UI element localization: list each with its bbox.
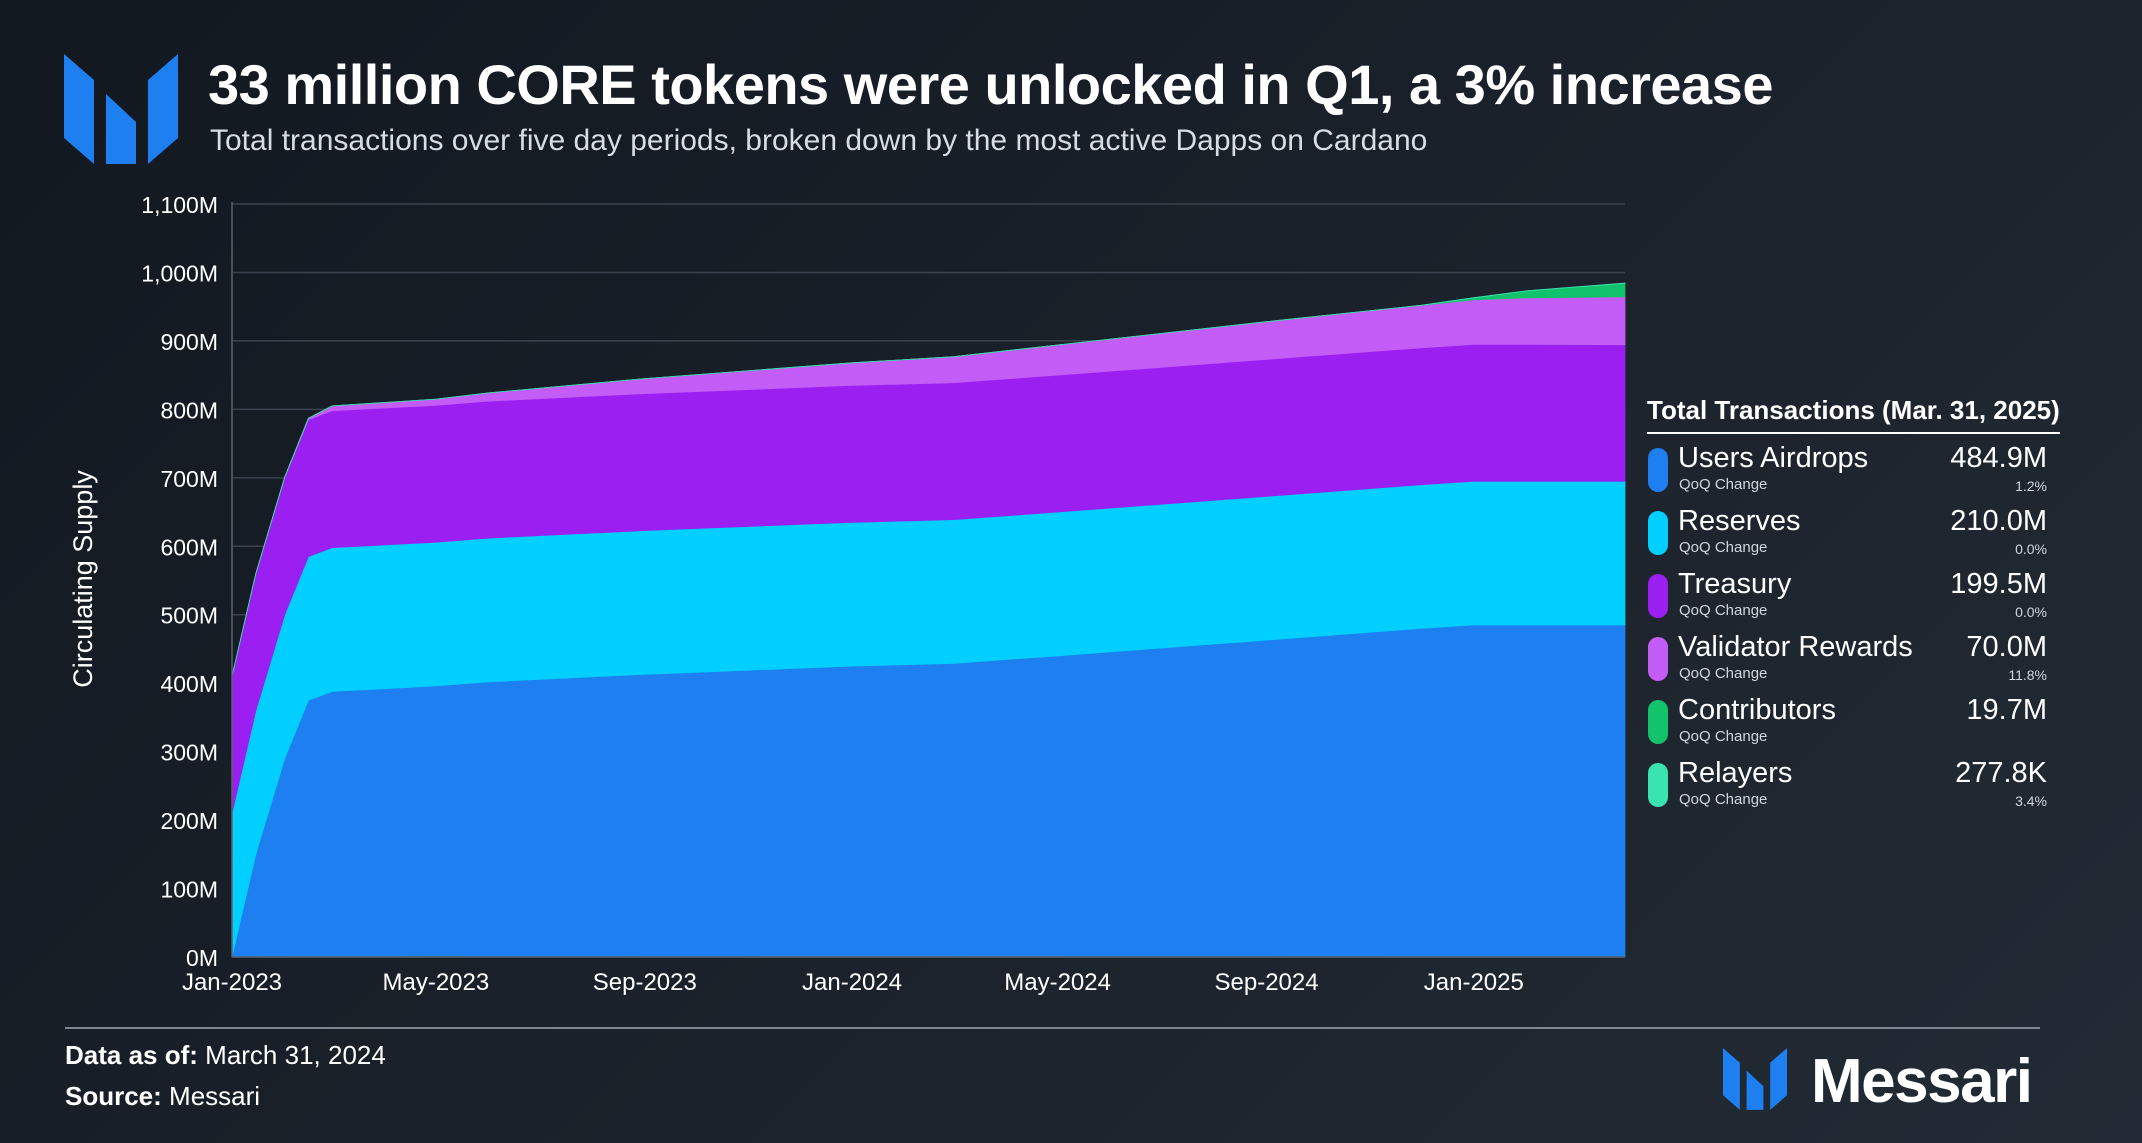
y-tick-label: 0M — [186, 945, 218, 971]
legend-swatch — [1648, 700, 1668, 744]
y-tick-label: 500M — [160, 603, 218, 629]
legend-item-change: 11.8% — [2008, 667, 2047, 683]
axes: 0M 100M 200M 300M 400M 500M 600M 700M 800M 900M 1,… — [141, 192, 1625, 996]
source-label: Source: — [65, 1081, 162, 1111]
data-as-of-label: Data as of: — [65, 1040, 198, 1070]
messari-logo-icon — [64, 54, 178, 164]
legend: Total Transactions (Mar. 31, 2025) Users… — [1647, 395, 2077, 818]
legend-item-value: 19.7M — [1966, 694, 2047, 726]
legend-swatch — [1648, 448, 1668, 492]
legend-swatch — [1648, 637, 1668, 681]
legend-item-value: 210.0M — [1950, 505, 2047, 537]
y-tick-label: 300M — [160, 740, 218, 766]
legend-item: Reserves QoQ Change 210.0M 0.0% — [1647, 503, 2077, 566]
data-as-of-value: March 31, 2024 — [205, 1040, 386, 1070]
legend-item-change: 0.0% — [2015, 541, 2047, 557]
chart-title: 33 million CORE tokens were unlocked in … — [208, 53, 1773, 116]
legend-item-change-label: QoQ Change — [1679, 476, 1768, 493]
y-tick-label: 400M — [160, 671, 218, 697]
y-axis-label: Circulating Supply — [68, 470, 98, 688]
legend-item-label: Validator Rewards — [1678, 631, 1913, 663]
legend-title: Total Transactions (Mar. 31, 2025) — [1647, 395, 2060, 434]
legend-item-value: 484.9M — [1950, 442, 2047, 474]
y-tick-label: 800M — [160, 397, 218, 423]
area-series — [231, 282, 1626, 958]
legend-item: Treasury QoQ Change 199.5M 0.0% — [1647, 566, 2077, 629]
chart-subtitle: Total transactions over five day periods… — [210, 124, 1428, 157]
legend-item-change: 1.2% — [2015, 478, 2047, 494]
source-value: Messari — [169, 1081, 261, 1111]
area-relayers — [231, 282, 1626, 677]
y-tick-label: 600M — [160, 534, 218, 560]
legend-item-label: Contributors — [1678, 694, 1836, 726]
legend-item: Validator Rewards QoQ Change 70.0M 11.8% — [1647, 629, 2077, 692]
legend-item-change-label: QoQ Change — [1679, 602, 1768, 619]
x-tick-label: May-2023 — [382, 969, 489, 996]
x-tick-label: May-2024 — [1004, 969, 1111, 996]
legend-item-change-label: QoQ Change — [1679, 539, 1768, 556]
legend-item: Users Airdrops QoQ Change 484.9M 1.2% — [1647, 440, 2077, 503]
legend-swatch — [1648, 763, 1668, 807]
legend-item-label: Users Airdrops — [1678, 442, 1869, 474]
y-tick-label: 200M — [160, 808, 218, 834]
legend-item-label: Reserves — [1678, 505, 1801, 537]
legend-item-change: 0.0% — [2015, 604, 2047, 620]
legend-item-change: 3.4% — [2015, 793, 2047, 809]
y-tick-label: 1,000M — [141, 260, 218, 286]
x-tick-label: Jan-2023 — [182, 969, 282, 996]
legend-item-label: Treasury — [1678, 568, 1792, 600]
messari-brand-icon — [1723, 1048, 1787, 1110]
brand-logo: Messari — [1723, 1044, 2043, 1116]
legend-item-value: 199.5M — [1950, 568, 2047, 600]
x-tick-label: Sep-2024 — [1215, 969, 1319, 996]
legend-item-value: 277.8K — [1955, 757, 2047, 789]
footer-divider — [65, 1027, 2040, 1029]
legend-item: Relayers QoQ Change 277.8K 3.4% — [1647, 755, 2077, 818]
data-as-of: Data as of: March 31, 2024 — [65, 1040, 386, 1071]
brand-wordmark: Messari — [1811, 1047, 2033, 1116]
legend-item-label: Relayers — [1678, 757, 1793, 789]
legend-swatch — [1648, 511, 1668, 555]
legend-item-change-label: QoQ Change — [1679, 665, 1768, 682]
y-tick-label: 700M — [160, 466, 218, 492]
legend-item-change-label: QoQ Change — [1679, 791, 1768, 808]
legend-item-value: 70.0M — [1966, 631, 2047, 663]
x-tick-label: Sep-2023 — [593, 969, 697, 996]
y-tick-label: 100M — [160, 877, 218, 903]
legend-item-change-label: QoQ Change — [1679, 728, 1768, 745]
x-tick-label: Jan-2024 — [802, 969, 902, 996]
legend-list: Users Airdrops QoQ Change 484.9M 1.2% Reserv… — [1647, 440, 2077, 818]
legend-item: Contributors QoQ Change 19.7M — [1647, 692, 2077, 755]
y-tick-label: 1,100M — [141, 192, 218, 218]
y-tick-label: 900M — [160, 329, 218, 355]
legend-swatch — [1648, 574, 1668, 618]
x-tick-label: Jan-2025 — [1424, 969, 1524, 996]
source-line: Source: Messari — [65, 1081, 260, 1112]
